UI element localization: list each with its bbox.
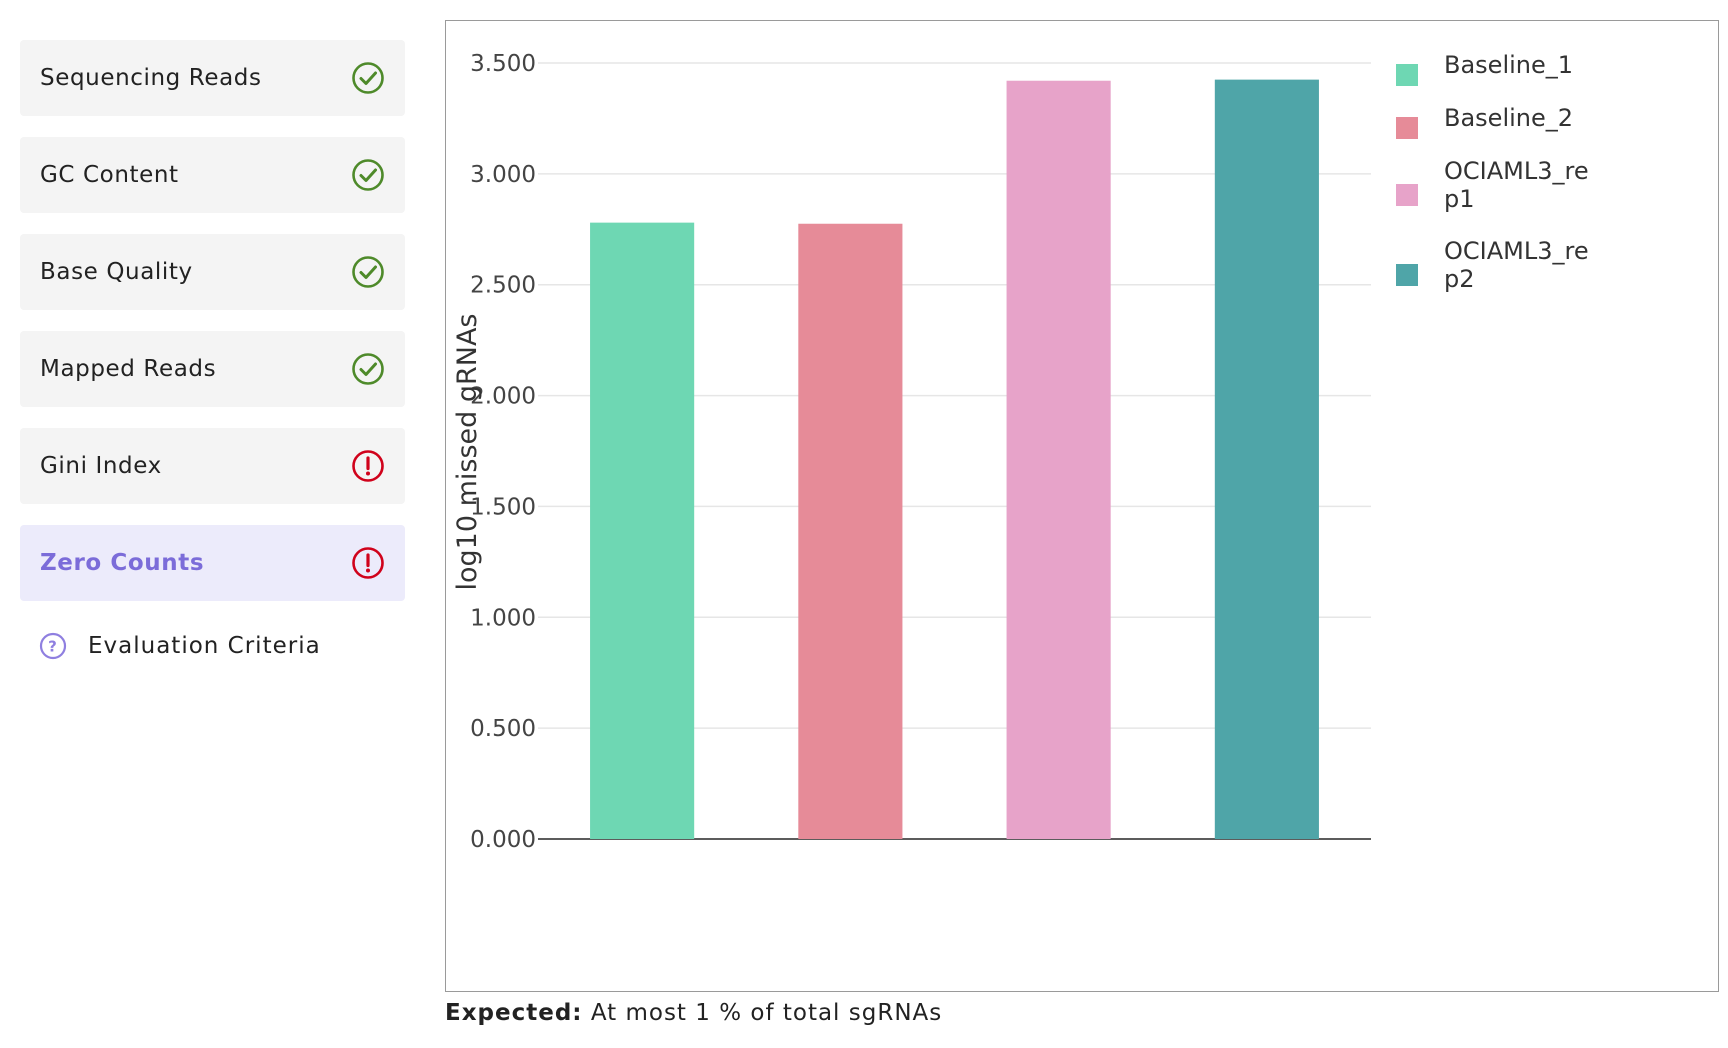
legend-label: Baseline_1 xyxy=(1444,51,1573,79)
sidebar-item-label: Zero Counts xyxy=(40,550,205,576)
legend-swatch xyxy=(1396,117,1418,139)
expected-label: Expected: xyxy=(445,1000,583,1026)
bar xyxy=(798,223,903,839)
sidebar-item-label: Base Quality xyxy=(40,259,193,285)
y-tick-label: 3.500 xyxy=(470,51,536,77)
legend-swatch xyxy=(1396,184,1418,206)
y-tick-label: 0.000 xyxy=(470,827,536,853)
sidebar-item-gini-index[interactable]: Gini Index xyxy=(20,428,405,504)
legend-swatch xyxy=(1396,264,1418,286)
legend-label: Baseline_2 xyxy=(1444,104,1573,132)
sidebar-item-base-quality[interactable]: Base Quality xyxy=(20,234,405,310)
evaluation-criteria-link[interactable]: ? Evaluation Criteria xyxy=(20,631,405,661)
legend-label: p2 xyxy=(1444,265,1475,293)
check-circle-icon xyxy=(351,255,385,289)
sidebar-item-zero-counts[interactable]: Zero Counts xyxy=(20,525,405,601)
y-tick-label: 1.000 xyxy=(470,605,536,631)
svg-text:?: ? xyxy=(48,638,58,656)
evaluation-criteria-label: Evaluation Criteria xyxy=(88,633,321,659)
check-circle-icon xyxy=(351,352,385,386)
alert-circle-icon xyxy=(351,546,385,580)
sidebar-item-mapped-reads[interactable]: Mapped Reads xyxy=(20,331,405,407)
sidebar-item-label: GC Content xyxy=(40,162,179,188)
sidebar-item-label: Mapped Reads xyxy=(40,356,217,382)
y-tick-label: 1.500 xyxy=(470,494,536,520)
bar xyxy=(1006,80,1111,840)
zero-counts-chart: 0.000 0.500 1.000 1.500 2.000 2.500 3.000 3.500… xyxy=(445,20,1719,992)
qc-metric-list: Sequencing Reads GC Content Base Quality… xyxy=(20,40,405,601)
qc-sidebar: Sequencing Reads GC Content Base Quality… xyxy=(20,40,405,661)
alert-circle-icon xyxy=(351,449,385,483)
bar xyxy=(1214,79,1319,840)
check-circle-icon xyxy=(351,61,385,95)
y-tick-label: 0.500 xyxy=(470,716,536,742)
help-circle-icon: ? xyxy=(39,632,67,660)
y-axis-title: log10 missed gRNAs xyxy=(452,313,483,590)
y-tick-label: 3.000 xyxy=(470,162,536,188)
sidebar-item-label: Gini Index xyxy=(40,453,162,479)
bar xyxy=(590,222,695,840)
legend-label: OCIAML3_re xyxy=(1444,157,1589,185)
legend-label: p1 xyxy=(1444,185,1475,213)
y-tick-label: 2.500 xyxy=(470,273,536,299)
bar-chart-svg: 0.000 0.500 1.000 1.500 2.000 2.500 3.000 3.500… xyxy=(452,51,1589,853)
check-circle-icon xyxy=(351,158,385,192)
sidebar-item-sequencing-reads[interactable]: Sequencing Reads xyxy=(20,40,405,116)
legend-swatch xyxy=(1396,64,1418,86)
y-tick-label: 2.000 xyxy=(470,384,536,410)
sidebar-item-label: Sequencing Reads xyxy=(40,65,262,91)
expected-note: Expected: At most 1 % of total sgRNAs xyxy=(445,1000,942,1026)
sidebar-item-gc-content[interactable]: GC Content xyxy=(20,137,405,213)
expected-text: At most 1 % of total sgRNAs xyxy=(590,1000,943,1026)
legend-label: OCIAML3_re xyxy=(1444,237,1589,265)
